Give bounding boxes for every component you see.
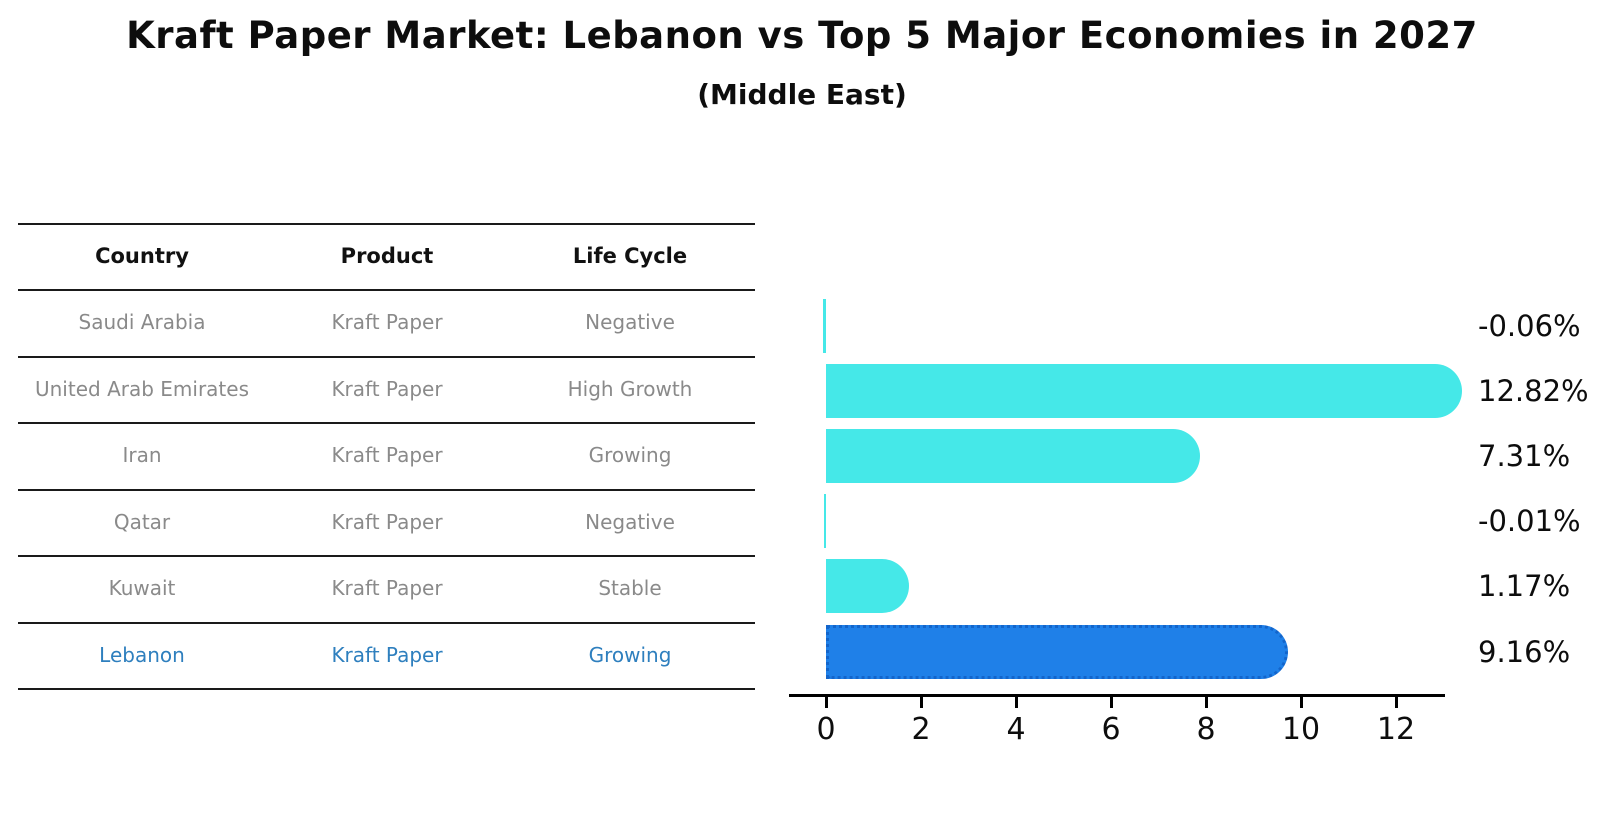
- value-label-iran: 7.31%: [1478, 438, 1571, 473]
- table-row-rule: [18, 488, 755, 491]
- bar-united-arab-emirates: [826, 363, 1462, 418]
- table-row-rule: [18, 688, 755, 690]
- value-label-qatar: -0.01%: [1478, 504, 1581, 539]
- column-header-life-cycle: Life Cycle: [572, 244, 688, 268]
- x-tick-mark-0: [824, 697, 828, 708]
- x-tick-mark-12: [1394, 697, 1398, 708]
- cell-life-cycle-saudi-arabia: Negative: [585, 310, 675, 335]
- x-tick-label-12: 12: [1376, 712, 1416, 747]
- cell-country-qatar: Qatar: [113, 509, 171, 534]
- x-tick-label-2: 2: [911, 712, 931, 747]
- cell-life-cycle-lebanon: Growing: [588, 642, 672, 667]
- cell-life-cycle-united-arab-emirates: High Growth: [567, 376, 693, 401]
- x-tick-label-10: 10: [1281, 712, 1321, 747]
- cell-product-iran: Kraft Paper: [331, 443, 443, 468]
- table-row-rule: [18, 422, 755, 424]
- x-tick-mark-6: [1109, 697, 1113, 708]
- x-tick-mark-2: [919, 697, 923, 708]
- table-row-rule: [18, 555, 755, 557]
- bar-iran: [826, 428, 1201, 483]
- cell-country-iran: Iran: [122, 443, 162, 468]
- cell-life-cycle-kuwait: Stable: [598, 576, 662, 601]
- bar-qatar: [824, 494, 826, 549]
- cell-country-united-arab-emirates: United Arab Emirates: [34, 376, 250, 401]
- x-tick-mark-8: [1204, 697, 1208, 708]
- cell-product-kuwait: Kraft Paper: [331, 576, 443, 601]
- column-header-product: Product: [340, 244, 434, 268]
- cell-product-united-arab-emirates: Kraft Paper: [331, 376, 443, 401]
- bar-kuwait: [826, 559, 909, 614]
- value-label-lebanon: 9.16%: [1478, 634, 1571, 669]
- table-row-rule: [18, 621, 755, 624]
- figure-title: Kraft Paper Market: Lebanon vs Top 5 Maj…: [126, 14, 1478, 57]
- cell-life-cycle-qatar: Negative: [585, 509, 675, 534]
- figure-subtitle: (Middle East): [697, 78, 907, 111]
- cell-country-saudi-arabia: Saudi Arabia: [78, 310, 206, 335]
- cell-life-cycle-iran: Growing: [588, 443, 672, 468]
- x-tick-label-0: 0: [816, 712, 836, 747]
- bar-saudi-arabia: [823, 298, 826, 353]
- value-label-saudi-arabia: -0.06%: [1478, 308, 1581, 343]
- column-header-country: Country: [95, 244, 189, 268]
- table-top-rule: [18, 223, 755, 225]
- x-tick-mark-10: [1299, 697, 1303, 708]
- value-label-united-arab-emirates: 12.82%: [1478, 373, 1589, 408]
- value-label-kuwait: 1.17%: [1478, 569, 1571, 604]
- x-tick-label-4: 4: [1006, 712, 1026, 747]
- cell-product-qatar: Kraft Paper: [331, 509, 443, 534]
- x-tick-label-6: 6: [1101, 712, 1121, 747]
- x-tick-mark-4: [1014, 697, 1018, 708]
- bar-lebanon: [826, 624, 1289, 679]
- x-axis-line: [789, 694, 1445, 697]
- x-tick-label-8: 8: [1196, 712, 1216, 747]
- table-row-rule: [18, 355, 755, 358]
- table-header-rule: [18, 289, 755, 291]
- cell-country-kuwait: Kuwait: [108, 576, 176, 601]
- cell-product-lebanon: Kraft Paper: [331, 642, 443, 667]
- cell-product-saudi-arabia: Kraft Paper: [331, 310, 443, 335]
- cell-country-lebanon: Lebanon: [99, 642, 185, 667]
